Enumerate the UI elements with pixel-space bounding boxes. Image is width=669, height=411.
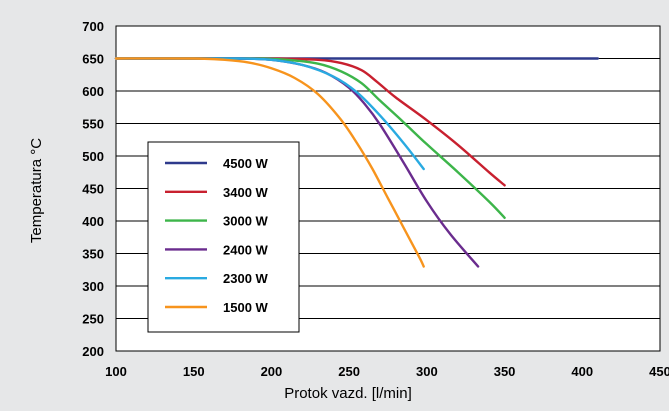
series-lines [114,57,599,268]
legend-entry-label: 1500 W [223,300,269,315]
y-axis-label: Temperatura °C [28,138,45,243]
y-tick-label: 700 [82,19,104,34]
legend-entry-label: 3400 W [223,185,269,200]
legend-entry-label: 2300 W [223,271,269,286]
x-tick-label: 250 [338,364,360,379]
y-tick-label: 500 [82,149,104,164]
y-tick-label: 400 [82,214,104,229]
x-tick-label: 400 [571,364,593,379]
y-tick-label: 200 [82,344,104,359]
legend-entry-label: 2400 W [223,242,269,257]
y-tick-label: 350 [82,247,104,262]
legend-box [147,141,300,333]
legend-entry-label: 3000 W [223,214,269,229]
x-tick-label: 300 [416,364,438,379]
x-tick-label: 100 [105,364,127,379]
y-tick-label: 300 [82,279,104,294]
y-tick-label: 450 [82,182,104,197]
x-axis-label: Protok vazd. [l/min] [284,385,412,402]
x-tick-label: 150 [183,364,205,379]
y-axis-ticks: 200 250 300 350 400 450 500 550 600 650 700 [82,19,104,359]
y-tick-label: 650 [82,52,104,67]
x-tick-label: 450 [649,364,669,379]
y-tick-label: 250 [82,312,104,327]
x-tick-label: 350 [494,364,516,379]
legend-entry-label: 4500 W [223,156,269,171]
x-tick-label: 200 [261,364,283,379]
legend: 4500 W 3400 W 3000 W 2400 W 2300 W 1500 W [147,141,300,333]
x-axis-ticks: 100 150 200 250 300 350 400 450 [105,364,669,379]
y-tick-label: 550 [82,117,104,132]
series-line-5 [114,57,425,268]
y-tick-label: 600 [82,84,104,99]
